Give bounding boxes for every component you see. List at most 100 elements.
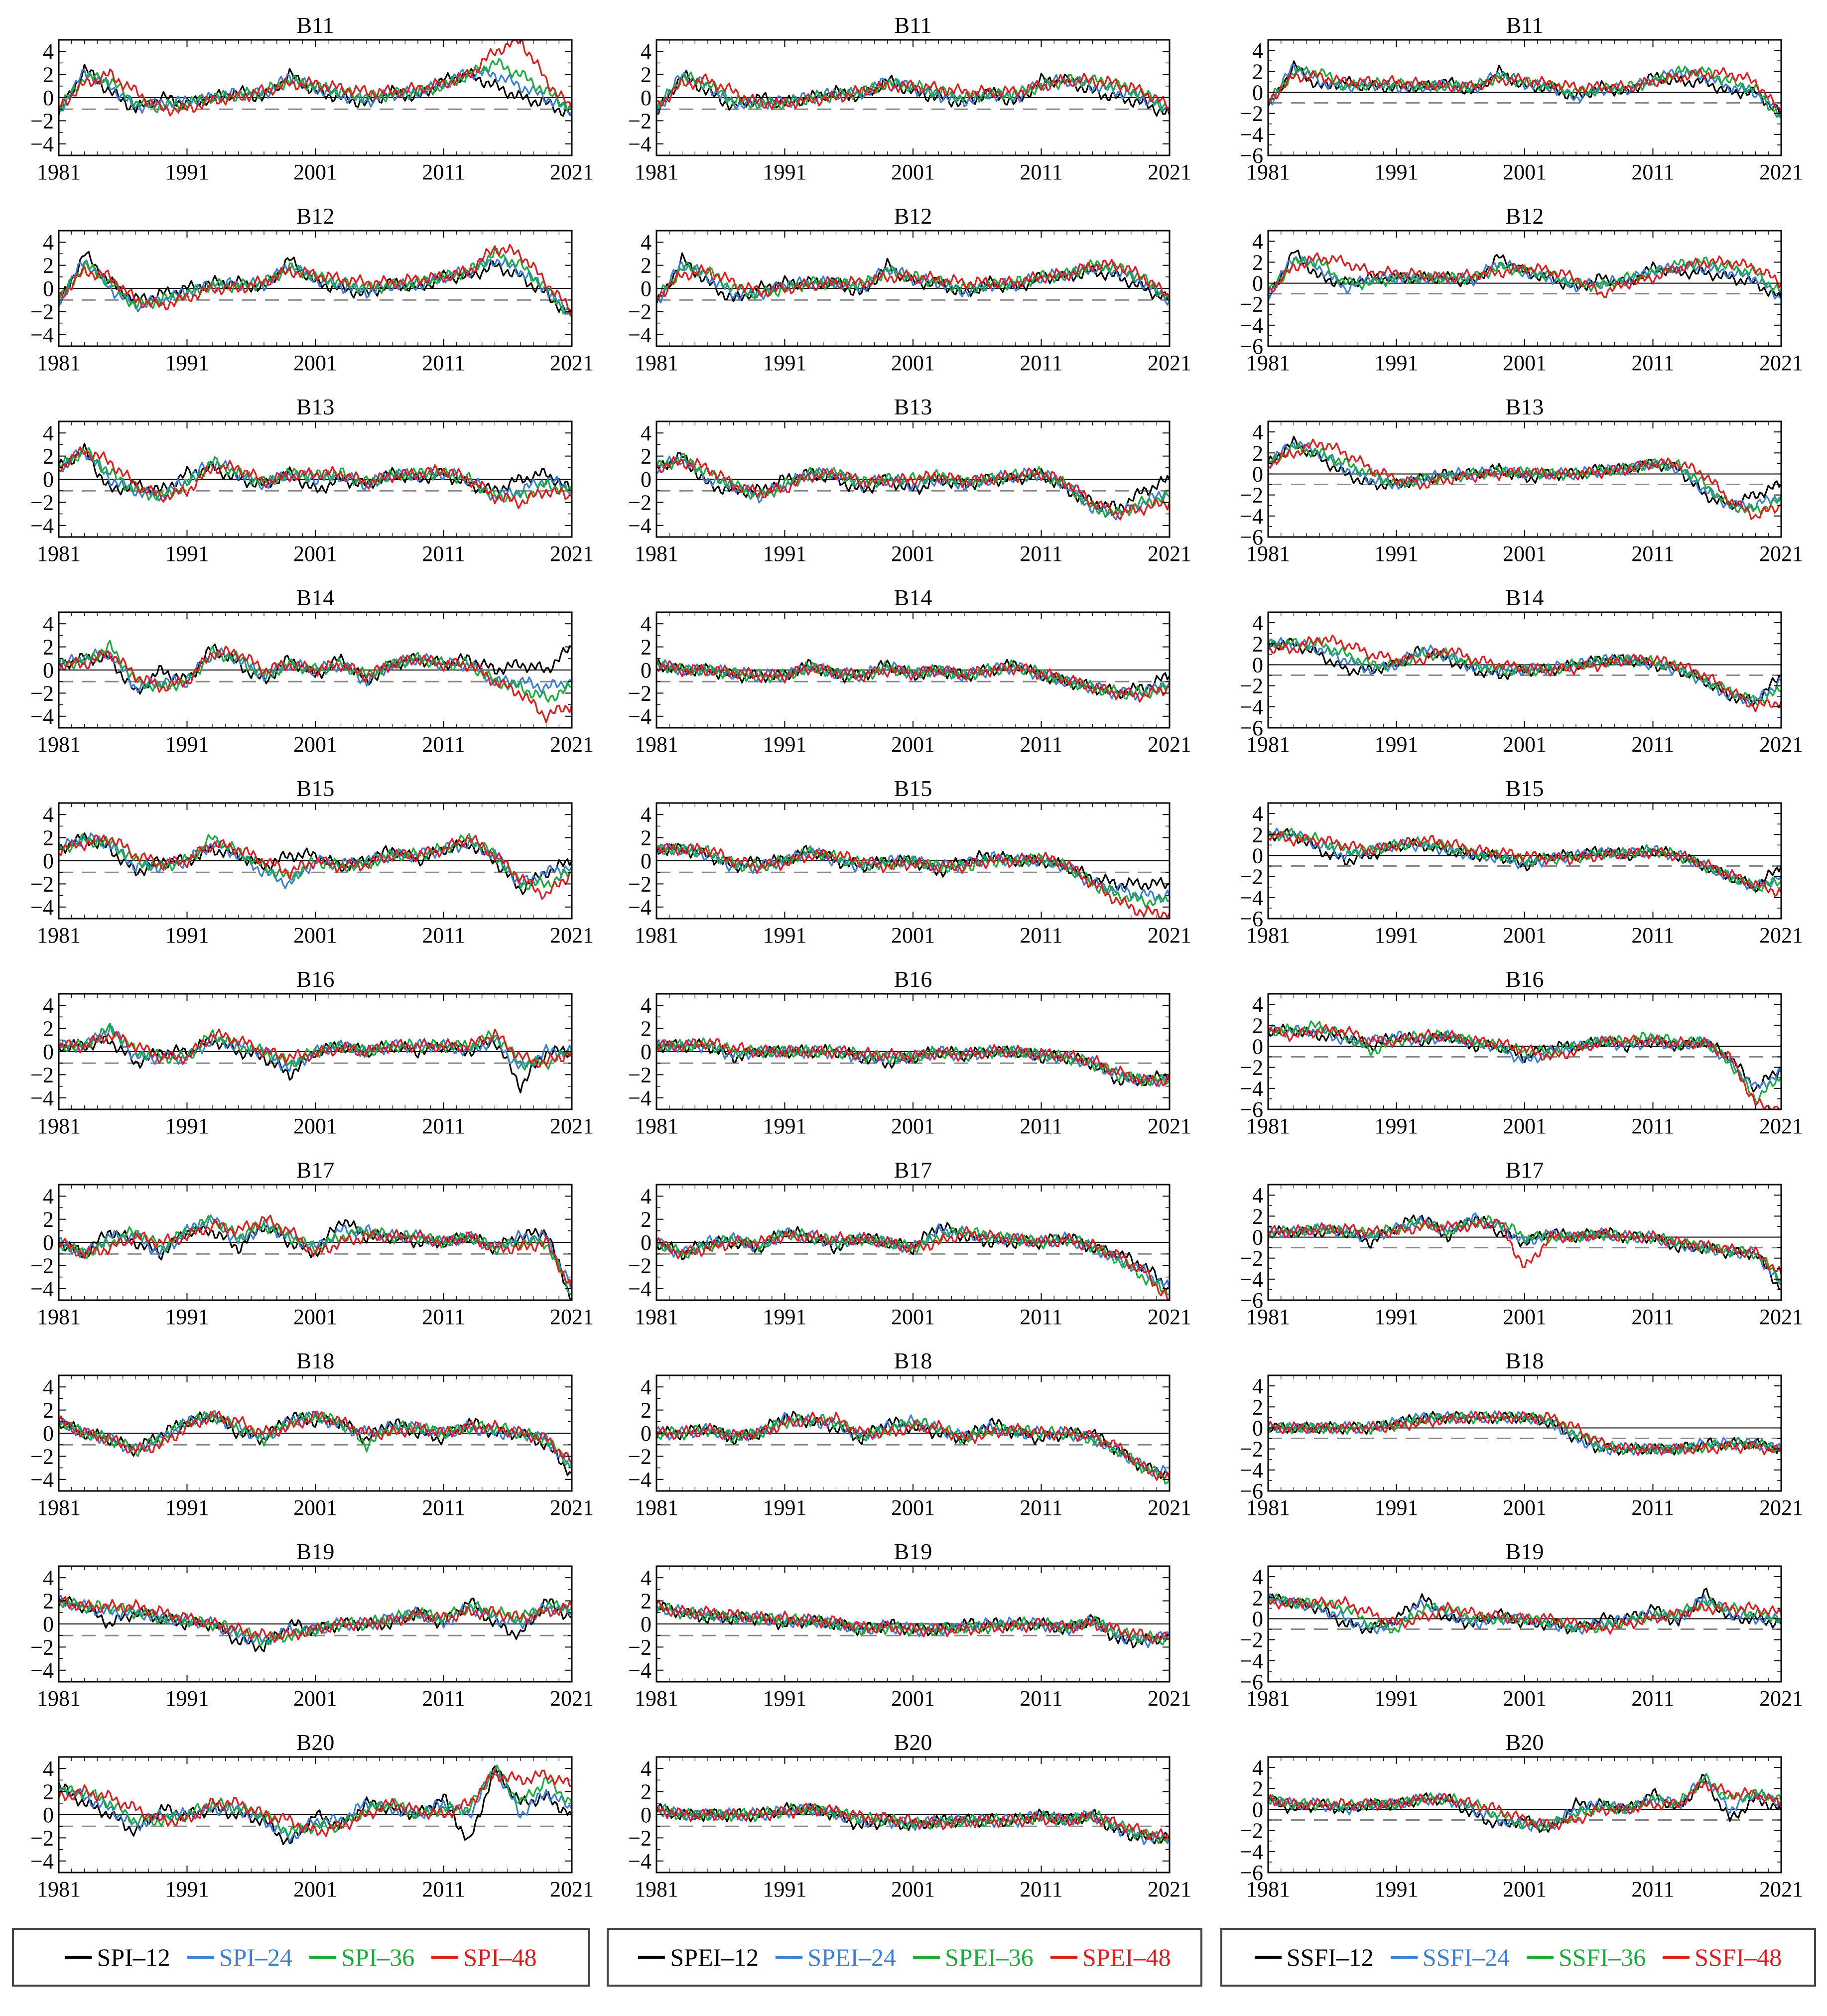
- series-line-2: [655, 455, 1170, 521]
- panel-title: B11: [895, 12, 932, 38]
- panel-title: B17: [296, 1157, 335, 1183]
- x-tick-label: 2011: [1631, 541, 1674, 566]
- x-tick-label: 2011: [422, 160, 465, 184]
- y-tick-label: −2: [628, 109, 652, 133]
- y-tick-label: 2: [641, 1589, 652, 1613]
- x-tick-label: 2011: [1020, 923, 1062, 947]
- panel-b11-spi: B11 420−2−4 1981 1991 2001 2011 2021: [30, 12, 594, 184]
- series-line-4: [58, 39, 573, 117]
- x-tick-label: 1991: [1375, 1114, 1419, 1138]
- panel-b14-spei: B14 420−2−4 1981 1991 2001 2011 2021: [628, 585, 1191, 757]
- x-tick-label: 1991: [1375, 351, 1419, 375]
- y-tick-label: −2: [628, 681, 652, 705]
- x-tick-label: 2021: [550, 1305, 594, 1329]
- panel-b13-spei: B13 420−2−4 1981 1991 2001 2011 2021: [628, 394, 1191, 566]
- series-line-1: [655, 1802, 1171, 1845]
- x-tick-label: 1981: [1246, 1114, 1290, 1138]
- x-tick-label: 2011: [1631, 160, 1674, 184]
- panel-title: B12: [894, 203, 932, 229]
- x-tick-label: 2001: [891, 1495, 935, 1520]
- legend-swatch: [187, 1956, 214, 1959]
- y-tick-label: −4: [30, 323, 54, 347]
- x-tick-label: 2001: [1503, 1305, 1547, 1329]
- y-tick-label: −2: [30, 1253, 54, 1278]
- series-line-4: [58, 1769, 572, 1837]
- series-line-2: [58, 66, 573, 116]
- y-tick-label: 4: [1252, 992, 1263, 1017]
- x-tick-label: 2001: [891, 1686, 935, 1711]
- y-tick-label: 4: [1252, 229, 1263, 254]
- series-line-3: [1267, 1411, 1782, 1456]
- y-tick-label: −2: [30, 681, 54, 705]
- y-tick-label: −2: [628, 1063, 652, 1087]
- y-tick-label: 0: [1252, 653, 1263, 677]
- x-tick-label: 1991: [1375, 1686, 1419, 1711]
- legend-item: SSFI–12: [1254, 1943, 1374, 1972]
- series-line-4: [58, 1596, 573, 1643]
- x-tick-label: 2001: [293, 1877, 337, 1901]
- x-tick-label: 2021: [1759, 1686, 1803, 1711]
- series-line-2: [656, 262, 1171, 306]
- x-tick-label: 2001: [1503, 160, 1547, 184]
- panel-title: B11: [297, 12, 334, 38]
- y-tick-label: 2: [1252, 59, 1263, 84]
- y-tick-label: 2: [1252, 632, 1263, 656]
- x-tick-label: 1991: [763, 1495, 807, 1520]
- plot-frame: [1267, 1374, 1782, 1492]
- legend-item: SSFI–36: [1527, 1943, 1646, 1972]
- y-tick-label: 2: [1252, 1776, 1263, 1801]
- y-tick-label: 2: [1252, 250, 1263, 274]
- x-tick-label: 1991: [165, 732, 209, 757]
- x-tick-label: 1981: [37, 1495, 81, 1520]
- y-tick-label: −2: [1240, 1628, 1263, 1652]
- y-tick-label: 4: [641, 1756, 652, 1781]
- y-tick-label: −2: [30, 872, 54, 896]
- legend-label: SPEI–12: [670, 1943, 759, 1971]
- y-tick-label: −6: [1240, 143, 1263, 168]
- x-tick-label: 1991: [165, 1686, 209, 1711]
- y-tick-label: −4: [30, 704, 54, 729]
- panel-b19-spi: B19 420−2−4 1981 1991 2001 2011 2021: [30, 1539, 594, 1711]
- x-tick-label: 2001: [293, 732, 337, 757]
- y-tick-label: 4: [43, 230, 54, 255]
- x-tick-label: 2011: [1631, 1495, 1674, 1520]
- y-tick-label: 0: [1252, 1797, 1263, 1822]
- y-tick-label: 2: [43, 1208, 54, 1232]
- y-tick-label: −2: [30, 1063, 54, 1087]
- x-tick-label: 2001: [891, 923, 935, 947]
- y-tick-label: −6: [1240, 716, 1263, 740]
- legend-spi: SPI–12 SPI–24 SPI–36 SPI–48: [12, 1928, 590, 1987]
- y-tick-label: 4: [1252, 38, 1263, 63]
- legend-label: SSFI–48: [1695, 1943, 1782, 1971]
- y-tick-label: −4: [1240, 1076, 1263, 1101]
- y-tick-label: −4: [30, 132, 54, 156]
- series-line-2: [58, 449, 573, 502]
- x-tick-label: 1991: [165, 1877, 209, 1901]
- y-tick-label: 2: [43, 1398, 54, 1423]
- legend-swatch: [1390, 1956, 1418, 1959]
- x-tick-label: 2001: [891, 1114, 935, 1138]
- panel-b20-spei: B20 420−2−4 1981 1991 2001 2011 2021: [628, 1730, 1191, 1901]
- x-tick-label: 1981: [635, 541, 678, 566]
- y-tick-label: −2: [1240, 865, 1263, 889]
- y-tick-label: −4: [1240, 1267, 1263, 1292]
- y-tick-label: −6: [1240, 1479, 1263, 1503]
- y-tick-label: 0: [641, 86, 652, 110]
- y-tick-label: −2: [1240, 1819, 1263, 1843]
- y-tick-label: 2: [641, 444, 652, 469]
- series-line-2: [656, 1803, 1171, 1846]
- x-tick-label: 2001: [293, 1686, 337, 1711]
- x-tick-label: 2011: [1020, 541, 1062, 566]
- x-tick-label: 2011: [422, 923, 465, 947]
- series-line-1: [58, 1596, 573, 1652]
- y-tick-label: 4: [1252, 611, 1263, 635]
- legend-swatch: [638, 1956, 665, 1959]
- legend-item: SSFI–24: [1390, 1943, 1510, 1972]
- x-tick-label: 2021: [1148, 1114, 1191, 1138]
- y-tick-label: −2: [628, 1635, 652, 1659]
- series-line-4: [1268, 252, 1782, 298]
- y-tick-label: 4: [641, 993, 652, 1018]
